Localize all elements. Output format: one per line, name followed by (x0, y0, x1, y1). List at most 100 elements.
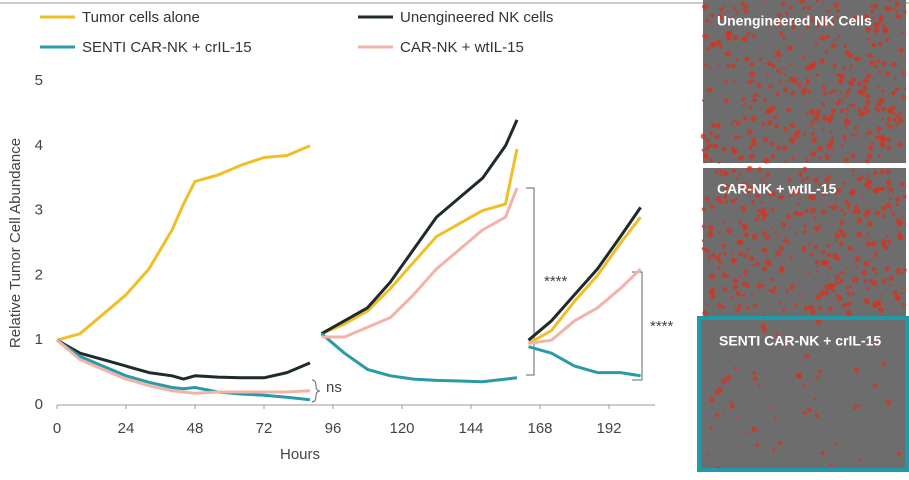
cell-dot (716, 387, 723, 394)
cell-dot (803, 224, 807, 228)
cell-dot (892, 118, 897, 123)
cell-dot (735, 291, 741, 296)
cell-dot (721, 146, 727, 152)
cell-dot (804, 354, 810, 360)
cell-dot (782, 343, 786, 346)
cell-dot (743, 102, 746, 105)
cell-dot (813, 225, 820, 232)
cell-dot (889, 188, 894, 193)
cell-dot (829, 113, 834, 118)
x-tick-label: 96 (325, 420, 342, 437)
cell-dot (848, 87, 852, 91)
cell-dot (753, 98, 757, 102)
cell-dot (701, 207, 706, 212)
cell-dot (850, 133, 855, 138)
cell-dot (704, 146, 710, 152)
cell-dot (896, 141, 903, 148)
cell-dot (838, 98, 842, 103)
cell-dot (807, 243, 811, 246)
cell-dot (824, 50, 829, 54)
cell-dot (791, 24, 796, 30)
cell-dot (778, 301, 782, 305)
cell-dot (730, 198, 736, 204)
cell-dot (751, 426, 757, 433)
cell-dot (836, 9, 840, 13)
cell-dot (883, 302, 886, 305)
cell-dot (904, 196, 907, 199)
cell-dot (746, 128, 753, 135)
cell-dot (876, 186, 882, 192)
cell-dot (760, 200, 763, 204)
cell-dot (765, 108, 772, 115)
cell-dot (749, 62, 755, 67)
cell-dot (767, 61, 773, 67)
cell-dot (785, 11, 789, 15)
cell-dot (895, 5, 898, 8)
cell-dot (900, 221, 904, 225)
cell-dot (865, 237, 868, 240)
cell-dot (788, 5, 793, 10)
cell-dot (839, 220, 845, 226)
cell-dot (895, 267, 901, 274)
cell-dot (890, 105, 896, 111)
x-tick-label: 144 (458, 420, 483, 437)
cell-dot (714, 412, 720, 418)
cell-dot (895, 202, 899, 207)
cell-dot (804, 208, 809, 214)
cell-dot (731, 168, 737, 174)
cell-dot (709, 426, 713, 430)
annotation: ns (326, 379, 342, 396)
cell-dot (895, 218, 902, 225)
x-tick-label: 120 (389, 420, 414, 437)
cell-dot (735, 120, 741, 126)
cell-dot (794, 189, 800, 195)
cell-dot (730, 63, 736, 69)
cell-dot (802, 410, 807, 415)
cell-dot (701, 224, 706, 229)
cell-dot (826, 243, 831, 248)
cell-dot (709, 21, 712, 24)
cell-dot (751, 140, 758, 147)
cell-dot (799, 187, 802, 191)
series-line (56, 332, 641, 402)
cell-dot (824, 284, 831, 291)
cell-dot (898, 47, 904, 53)
cell-dot (781, 1, 786, 6)
cell-dot (878, 154, 881, 158)
cell-dot (760, 323, 766, 329)
cell-dot (742, 116, 746, 120)
cell-dot (849, 312, 853, 316)
cell-dot (824, 152, 828, 156)
cell-dot (810, 194, 817, 201)
cell-dot (903, 268, 907, 272)
cell-dot (819, 34, 826, 41)
cell-dot (871, 266, 877, 272)
cell-dot (748, 256, 755, 262)
cell-dot (815, 319, 822, 325)
cell-dot (858, 404, 862, 407)
cell-dot (813, 245, 819, 250)
cell-dot (879, 17, 883, 21)
cell-dot (798, 211, 804, 217)
cell-dot (805, 78, 810, 82)
cell-dot (827, 205, 831, 209)
cell-dot (847, 52, 854, 59)
cell-dot (873, 170, 878, 175)
cell-dot (813, 216, 817, 220)
cell-dot (776, 145, 781, 151)
cell-dot (752, 303, 758, 308)
cell-dot (811, 131, 815, 136)
cell-dot (824, 290, 829, 295)
cell-dot (807, 304, 814, 311)
cell-dot (771, 447, 776, 451)
cell-dot (743, 7, 747, 11)
cell-dot (719, 7, 724, 12)
cell-dot (718, 14, 722, 18)
cell-dot (810, 150, 817, 157)
cell-dot (735, 58, 739, 62)
cell-dot (715, 196, 721, 202)
cell-dot (871, 280, 878, 286)
cell-dot (831, 149, 834, 152)
cell-dot (806, 89, 811, 94)
cell-dot (867, 146, 873, 152)
